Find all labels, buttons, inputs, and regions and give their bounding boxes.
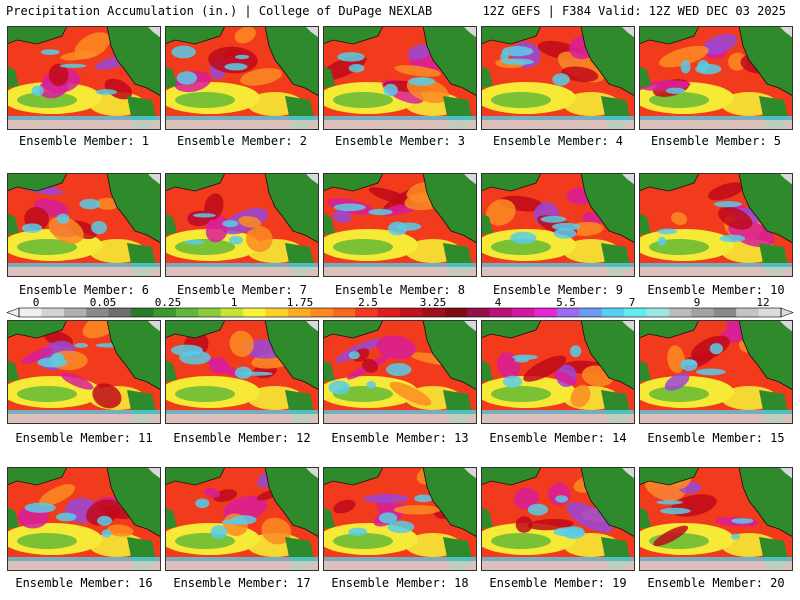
ensemble-member-map xyxy=(639,26,793,130)
colorbar-swatch xyxy=(512,308,535,317)
ensemble-member-map xyxy=(323,26,477,130)
colorbar-swatch xyxy=(86,308,110,317)
ensemble-member-map xyxy=(481,173,635,277)
ensemble-member-label: Ensemble Member: 6 xyxy=(18,283,150,297)
colorbar-tick-label: 5.5 xyxy=(556,296,576,309)
ensemble-member-label: Ensemble Member: 13 xyxy=(331,431,469,445)
colorbar-swatch xyxy=(198,308,222,317)
ensemble-member-label: Ensemble Member: 19 xyxy=(489,576,627,590)
ensemble-member-map xyxy=(165,320,319,424)
colorbar-swatch xyxy=(668,308,692,317)
precipitation-colorbar xyxy=(6,307,794,318)
ensemble-member-label: Ensemble Member: 3 xyxy=(334,134,466,148)
ensemble-member-label: Ensemble Member: 2 xyxy=(176,134,308,148)
ensemble-member-map xyxy=(165,467,319,571)
ensemble-member-label: Ensemble Member: 17 xyxy=(173,576,311,590)
colorbar-tick-label: 4 xyxy=(494,296,502,309)
colorbar-swatch xyxy=(63,308,87,317)
colorbar-swatch xyxy=(41,308,65,317)
map-title: Precipitation Accumulation (in.) | Colle… xyxy=(6,4,433,18)
colorbar-swatch xyxy=(579,308,603,317)
colorbar-swatch xyxy=(108,308,132,317)
ensemble-member-map xyxy=(323,320,477,424)
ensemble-member-map xyxy=(481,467,635,571)
colorbar-swatch xyxy=(131,308,154,317)
colorbar-tick-label: 3.25 xyxy=(419,296,447,309)
colorbar-tick-label: 12 xyxy=(756,296,770,309)
colorbar-swatch xyxy=(19,308,42,317)
ensemble-member-map xyxy=(639,173,793,277)
colorbar-swatch xyxy=(310,308,334,317)
ensemble-member-map xyxy=(323,173,477,277)
colorbar-tick-label: 0.05 xyxy=(89,296,117,309)
ensemble-member-label: Ensemble Member: 15 xyxy=(647,431,785,445)
colorbar-swatch xyxy=(467,308,491,317)
colorbar-swatch xyxy=(691,308,715,317)
colorbar-swatch xyxy=(243,308,267,317)
ensemble-member-map xyxy=(639,320,793,424)
colorbar-tick-label: 2.5 xyxy=(358,296,378,309)
ensemble-member-map xyxy=(165,173,319,277)
ensemble-member-map xyxy=(639,467,793,571)
ensemble-member-label: Ensemble Member: 1 xyxy=(18,134,150,148)
colorbar-tick-label: 7 xyxy=(628,296,636,309)
ensemble-member-map xyxy=(7,467,161,571)
colorbar-swatch xyxy=(287,308,311,317)
colorbar-swatch xyxy=(624,308,648,317)
colorbar-tick-label: 0.25 xyxy=(154,296,182,309)
colorbar-swatch xyxy=(713,308,737,317)
ensemble-member-label: Ensemble Member: 16 xyxy=(15,576,153,590)
colorbar-swatch xyxy=(153,308,177,317)
ensemble-member-label: Ensemble Member: 9 xyxy=(492,283,624,297)
ensemble-member-label: Ensemble Member: 20 xyxy=(647,576,785,590)
colorbar-swatch xyxy=(444,308,468,317)
colorbar-swatch xyxy=(265,308,289,317)
colorbar-tick-label: 0 xyxy=(32,296,40,309)
colorbar-swatch xyxy=(400,308,423,317)
ensemble-member-label: Ensemble Member: 10 xyxy=(647,283,785,297)
colorbar-swatch xyxy=(758,308,782,317)
ensemble-member-label: Ensemble Member: 8 xyxy=(334,283,466,297)
colorbar-swatch xyxy=(332,308,356,317)
ensemble-member-label: Ensemble Member: 7 xyxy=(176,283,308,297)
colorbar-outline xyxy=(18,307,782,318)
ensemble-member-map xyxy=(481,26,635,130)
colorbar-swatch xyxy=(601,308,625,317)
ensemble-member-label: Ensemble Member: 18 xyxy=(331,576,469,590)
ensemble-member-label: Ensemble Member: 4 xyxy=(492,134,624,148)
ensemble-member-map xyxy=(481,320,635,424)
ensemble-member-map xyxy=(165,26,319,130)
ensemble-member-label: Ensemble Member: 11 xyxy=(15,431,153,445)
ensemble-member-label: Ensemble Member: 5 xyxy=(650,134,782,148)
colorbar-swatch xyxy=(220,308,244,317)
model-run-info: 12Z GEFS | F384 Valid: 12Z WED DEC 03 20… xyxy=(482,4,786,18)
colorbar-swatch xyxy=(175,308,199,317)
colorbar-max-arrow xyxy=(780,307,794,318)
colorbar-swatch xyxy=(556,308,580,317)
colorbar-swatch xyxy=(534,308,558,317)
ensemble-member-label: Ensemble Member: 12 xyxy=(173,431,311,445)
ensemble-member-map xyxy=(323,467,477,571)
colorbar-tick-label: 1.75 xyxy=(286,296,314,309)
ensemble-member-label: Ensemble Member: 14 xyxy=(489,431,627,445)
colorbar-tick-label: 9 xyxy=(693,296,701,309)
colorbar-swatch xyxy=(489,308,513,317)
colorbar-tick-label: 1 xyxy=(230,296,238,309)
colorbar-swatch xyxy=(377,308,401,317)
colorbar-swatch xyxy=(355,308,379,317)
colorbar-min-arrow xyxy=(6,307,20,318)
ensemble-member-map xyxy=(7,320,161,424)
ensemble-member-map xyxy=(7,173,161,277)
colorbar-swatch xyxy=(646,308,670,317)
ensemble-member-map xyxy=(7,26,161,130)
colorbar-swatch xyxy=(422,308,446,317)
colorbar-swatch xyxy=(736,308,760,317)
